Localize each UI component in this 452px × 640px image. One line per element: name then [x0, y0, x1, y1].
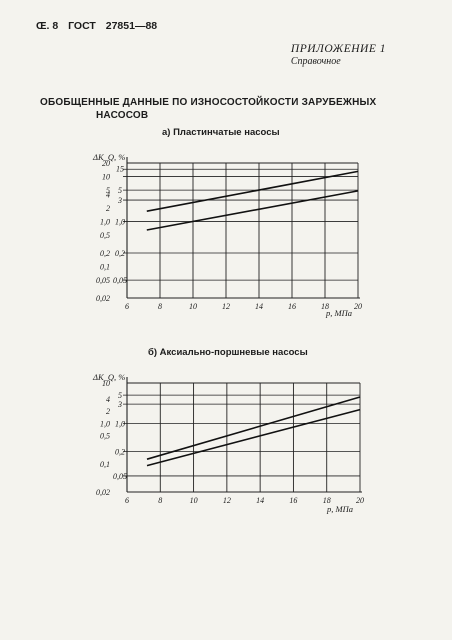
appendix-subtitle: Справочное — [290, 56, 341, 67]
chart-a-caption: а) Пластинчатые насосы — [162, 127, 280, 138]
b-x-tick-label: 10 — [190, 496, 198, 505]
page-number: Œ. 8 — [36, 20, 59, 32]
a-x-tick-label: 6 — [125, 302, 129, 311]
b-y-tick-label-inner: 5 — [118, 391, 122, 400]
b-x-tick-label: 12 — [223, 496, 231, 505]
a-y-tick-label-inner: 15 — [116, 165, 124, 174]
b-x-tick-label: 6 — [125, 496, 129, 505]
page-header: Œ. 8 ГОСТ 27851—88 — [36, 20, 164, 32]
a-y-tick-label-outer: 0,2 — [100, 249, 110, 258]
b-y-tick-label-inner: 1,0 — [115, 419, 125, 428]
document-title-line1: ОБОБЩЕННЫЕ ДАННЫЕ ПО ИЗНОСОСТОЙКОСТИ ЗАР… — [40, 97, 377, 108]
b-x-tick-label: 20 — [356, 496, 364, 505]
b-y-tick-label-outer: 4 — [106, 395, 110, 404]
appendix-block: ПРИЛОЖЕНИЕ 1 Справочное — [291, 43, 386, 67]
a-y-tick-label-inner: 3 — [117, 196, 122, 205]
a-y-tick-label-outer: 0,02 — [96, 294, 110, 303]
b-y-tick-label-inner: 0,2 — [115, 448, 125, 457]
b-x-tick-label: 14 — [256, 496, 264, 505]
a-x-tick-label: 12 — [222, 302, 230, 311]
a-y-tick-label-inner: 1,0 — [115, 218, 125, 227]
b-series-line-1 — [146, 396, 361, 460]
a-x-tick-label: 8 — [158, 302, 162, 311]
document-title: ОБОБЩЕННЫЕ ДАННЫЕ ПО ИЗНОСОСТОЙКОСТИ ЗАР… — [40, 96, 400, 122]
appendix-title: ПРИЛОЖЕНИЕ 1 — [290, 43, 386, 55]
a-y-tick-label-outer: 0,5 — [100, 231, 110, 240]
a-x-tick-label: 14 — [255, 302, 263, 311]
a-y-tick-label-inner: 5 — [118, 186, 122, 195]
b-x-tick-label: 16 — [289, 496, 297, 505]
b-y-tick-label-inner: 3 — [117, 400, 122, 409]
b-y-tick-label-outer: 0,02 — [96, 488, 110, 497]
b-y-tick-label-outer: 0,5 — [100, 432, 110, 441]
b-y-tick-label-outer: 10 — [102, 379, 110, 388]
a-y-tick-label-outer: 1,0 — [100, 218, 110, 227]
b-series-line-2 — [146, 408, 361, 467]
a-y-tick-label-outer: 0,1 — [100, 263, 110, 272]
a-y-tick-label-inner: 0,05 — [113, 276, 127, 285]
b-x-tick-label: 8 — [158, 496, 162, 505]
a-series-line-1 — [146, 170, 359, 212]
a-y-tick-label-outer: 10 — [102, 173, 110, 182]
a-x-tick-label: 16 — [288, 302, 296, 311]
b-y-tick-label-outer: 1,0 — [100, 419, 110, 428]
b-y-tick-label-outer: 0,1 — [100, 460, 110, 469]
b-x-tick-label: 18 — [323, 496, 331, 505]
a-y-axis-label: ΔK_Q, % — [92, 152, 125, 162]
a-y-tick-label-outer: 20 — [102, 159, 110, 168]
standard-number: 27851—88 — [105, 20, 158, 32]
a-y-tick-label-outer: 0,05 — [96, 276, 110, 285]
b-x-axis-label: p, МПа — [326, 504, 353, 514]
b-y-tick-label-outer: 2 — [106, 407, 110, 416]
b-y-tick-label-inner: 0,05 — [113, 472, 127, 481]
b-y-axis-label: ΔK_Q, % — [92, 372, 125, 382]
a-y-tick-label-outer: 4 — [106, 190, 110, 199]
a-y-tick-label-outer: 2 — [106, 204, 110, 213]
a-x-tick-label: 20 — [354, 302, 362, 311]
a-x-axis-label: p, МПа — [325, 308, 352, 318]
a-y-tick-label-outer: 5 — [106, 186, 110, 195]
a-y-tick-label-inner: 0,2 — [115, 249, 125, 258]
a-x-tick-label: 18 — [321, 302, 329, 311]
standard-label: ГОСТ — [68, 20, 96, 32]
chart-b-caption: б) Аксиально-поршневые насосы — [148, 347, 308, 358]
document-title-line2: НАСОСОВ — [96, 110, 149, 121]
a-series-line-2 — [146, 190, 359, 231]
a-x-tick-label: 10 — [189, 302, 197, 311]
